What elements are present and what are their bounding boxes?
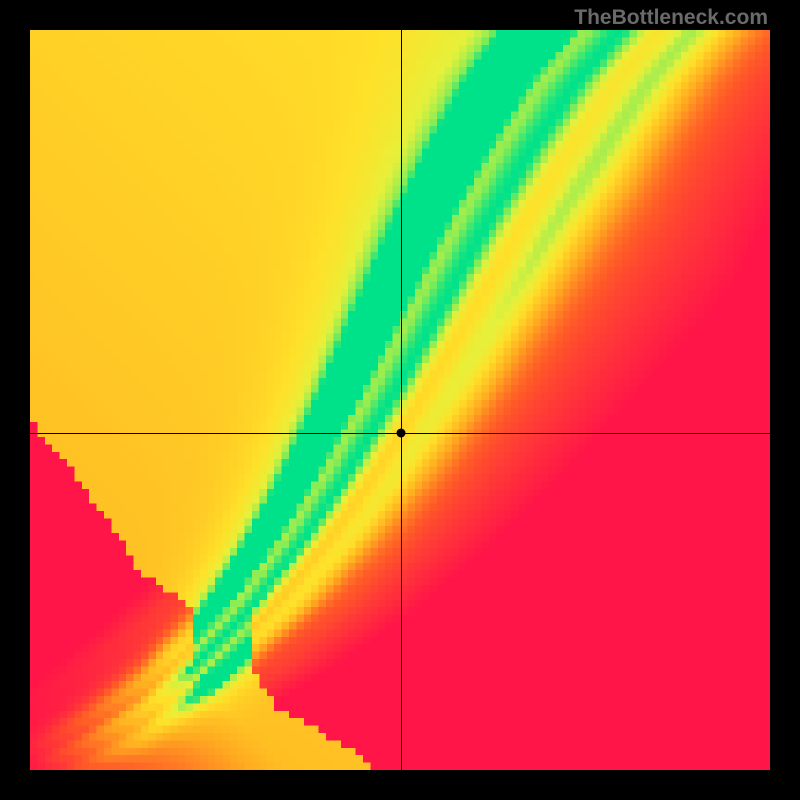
crosshair-marker[interactable] <box>397 429 406 438</box>
heatmap-plot <box>30 30 770 770</box>
watermark-text: TheBottleneck.com <box>574 6 768 30</box>
crosshair-vertical <box>401 30 402 770</box>
heatmap-canvas <box>30 30 770 770</box>
